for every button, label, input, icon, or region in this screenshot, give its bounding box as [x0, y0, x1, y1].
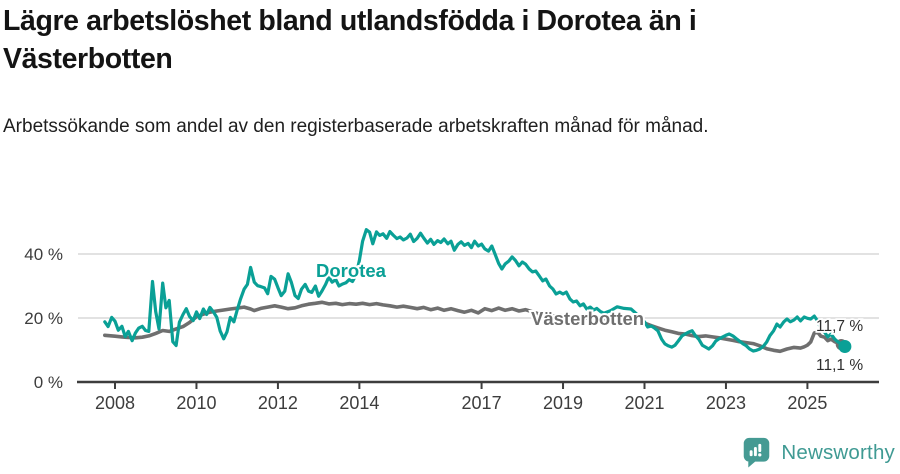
series-label-västerbotten: Västerbotten [531, 308, 644, 329]
x-tick-label: 2025 [787, 393, 827, 413]
x-tick-label: 2023 [706, 393, 746, 413]
series-line-västerbotten [103, 300, 844, 354]
end-value-label-dorotea: 11,1 % [816, 357, 863, 374]
y-tick-label: 40 % [24, 245, 63, 264]
series-label-dorotea: Dorotea [316, 260, 387, 281]
x-tick-label: 2008 [95, 393, 135, 413]
y-tick-label: 0 % [34, 373, 63, 392]
chart-title: Lägre arbetslöshet bland utlandsfödda i … [3, 5, 697, 75]
x-tick-label: 2017 [462, 393, 502, 413]
brand-footer: Newsworthy [741, 436, 895, 469]
newsworthy-logo-icon [741, 436, 772, 469]
end-value-label-västerbotten: 11,7 % [816, 318, 863, 335]
series-line-dorotea [103, 228, 847, 353]
chart-subtitle: Arbetssökande som andel av den registerb… [3, 116, 709, 137]
series-end-dot-dorotea [838, 339, 852, 353]
brand-name: Newsworthy [781, 440, 895, 464]
x-tick-label: 2010 [176, 393, 216, 413]
y-tick-label: 20 % [24, 309, 63, 328]
x-tick-label: 2019 [543, 393, 583, 413]
x-tick-label: 2021 [624, 393, 664, 413]
x-tick-label: 2012 [258, 393, 298, 413]
x-tick-label: 2014 [339, 393, 379, 413]
